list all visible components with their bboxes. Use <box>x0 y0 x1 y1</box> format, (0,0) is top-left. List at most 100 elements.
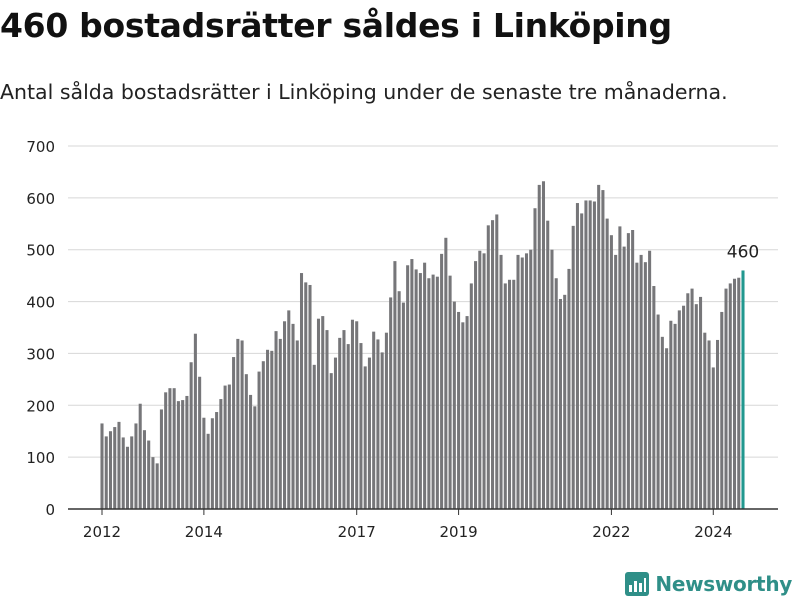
y-tick-label: 100 <box>26 449 55 467</box>
bar <box>606 219 609 509</box>
x-tick-label: 2024 <box>694 523 732 541</box>
page: 460 bostadsrätter såldes i Linköping Ant… <box>0 0 800 600</box>
bar <box>207 434 210 509</box>
bar-highlight <box>741 270 744 509</box>
bar <box>198 377 201 509</box>
bar <box>266 350 269 509</box>
bar <box>644 262 647 509</box>
bar-chart: 0 100 200 300 400 500 600 700 2012 2014 2017 2019 20… <box>0 120 800 545</box>
bar <box>614 255 617 509</box>
bar <box>258 372 261 509</box>
bar <box>173 388 176 509</box>
bar <box>245 374 248 509</box>
bar <box>287 310 290 509</box>
bar <box>699 297 702 509</box>
bar <box>130 436 133 509</box>
bar <box>563 295 566 509</box>
brand-name: Newsworthy <box>655 572 792 596</box>
bar <box>241 340 244 509</box>
bar <box>567 269 570 509</box>
bar <box>449 276 452 509</box>
bar <box>334 358 337 509</box>
bar <box>291 324 294 509</box>
bar <box>661 337 664 509</box>
bar <box>376 339 379 509</box>
bar <box>550 250 553 509</box>
x-tick-label: 2017 <box>338 523 376 541</box>
bar <box>521 257 524 509</box>
bar <box>406 265 409 509</box>
bar <box>270 351 273 509</box>
page-title: 460 bostadsrätter såldes i Linköping <box>0 6 672 45</box>
bar <box>648 251 651 509</box>
bar <box>457 312 460 509</box>
bar <box>580 213 583 509</box>
y-tick-label: 400 <box>26 294 55 312</box>
bar <box>228 385 231 509</box>
bar <box>478 251 481 509</box>
bar <box>156 463 159 509</box>
data-label: 460 <box>727 242 759 262</box>
bar <box>542 181 545 509</box>
bar <box>313 365 316 509</box>
bar <box>652 286 655 509</box>
bar <box>139 404 142 509</box>
bar <box>669 321 672 509</box>
bar <box>224 386 227 509</box>
bar <box>682 306 685 509</box>
bar <box>708 340 711 509</box>
bar <box>304 282 307 509</box>
bar <box>436 277 439 509</box>
bar <box>410 259 413 509</box>
bar <box>402 303 405 509</box>
bar <box>686 293 689 509</box>
bar <box>168 388 171 509</box>
bar <box>695 304 698 509</box>
bar <box>533 208 536 509</box>
bar <box>555 278 558 509</box>
bar <box>559 299 562 509</box>
bar <box>398 291 401 509</box>
bar <box>177 401 180 509</box>
bar <box>262 361 265 509</box>
bar <box>712 367 715 509</box>
bar <box>381 352 384 509</box>
bar <box>474 261 477 509</box>
y-tick-label: 600 <box>26 190 55 208</box>
bar <box>491 220 494 509</box>
bar <box>665 348 668 509</box>
bar <box>215 412 218 509</box>
y-tick-label: 0 <box>45 501 55 519</box>
bar <box>122 437 125 509</box>
bar <box>508 280 511 509</box>
bar <box>737 278 740 509</box>
bar <box>729 283 732 509</box>
bar <box>444 238 447 509</box>
bar <box>393 261 396 509</box>
x-tick-label: 2022 <box>592 523 630 541</box>
bar <box>151 457 154 509</box>
bar <box>538 185 541 509</box>
bar <box>164 392 167 509</box>
bar <box>495 214 498 509</box>
bar <box>597 185 600 509</box>
x-tick-label: 2014 <box>185 523 223 541</box>
bar <box>296 340 299 509</box>
bar <box>415 269 418 509</box>
bar <box>147 441 150 509</box>
bar <box>631 230 634 509</box>
bar <box>470 283 473 509</box>
bar <box>308 285 311 509</box>
bar <box>385 333 388 509</box>
bar <box>100 423 103 509</box>
bar <box>483 253 486 509</box>
bar <box>368 358 371 509</box>
bar <box>419 273 422 509</box>
bar <box>279 339 282 509</box>
bar <box>733 279 736 509</box>
bar <box>627 233 630 509</box>
bar <box>113 427 116 509</box>
bar <box>351 320 354 509</box>
bar <box>219 399 222 509</box>
bar <box>657 315 660 509</box>
